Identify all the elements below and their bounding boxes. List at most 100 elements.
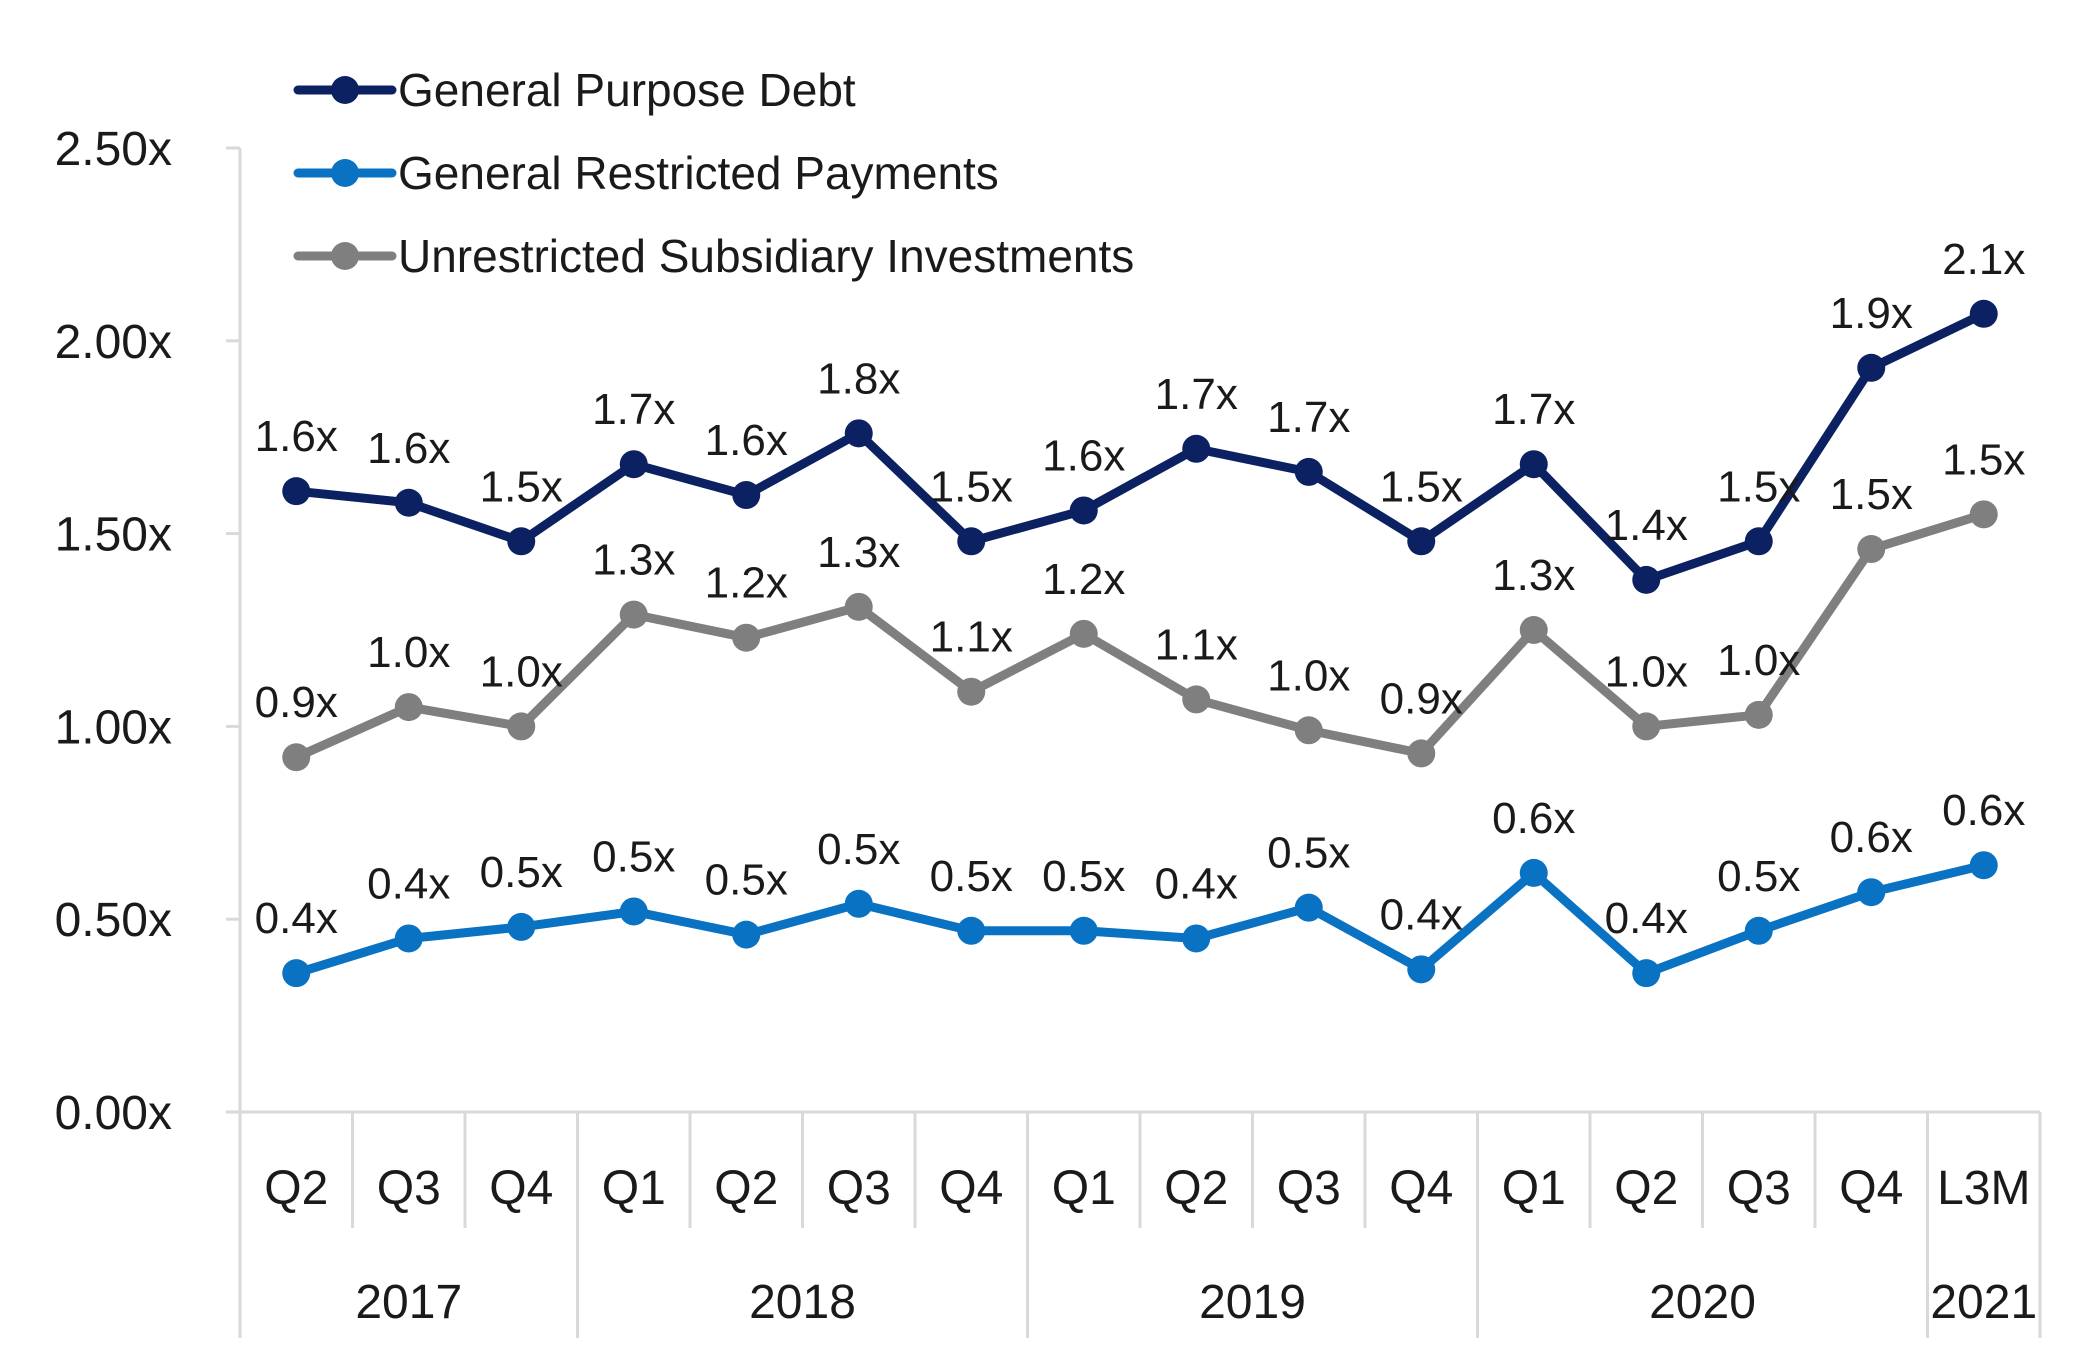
data-point: [1857, 535, 1886, 564]
data-label: 2.1x: [1942, 235, 2025, 284]
data-label: 1.6x: [255, 412, 338, 461]
data-point: [732, 623, 761, 652]
legend-item: General Purpose Debt: [293, 64, 856, 116]
data-label: 1.7x: [592, 385, 675, 434]
data-point: [1632, 565, 1661, 594]
data-point: [1069, 619, 1098, 648]
data-point: [1857, 353, 1886, 382]
x-tick-label: Q2: [1614, 1162, 1678, 1215]
legend-label: Unrestricted Subsidiary Investments: [398, 230, 1134, 282]
data-label: 0.4x: [1605, 894, 1688, 943]
x-tick-label: Q2: [1164, 1162, 1228, 1215]
data-point: [1182, 685, 1211, 714]
data-point: [1069, 496, 1098, 525]
legend-label: General Purpose Debt: [398, 64, 856, 116]
data-point: [1407, 955, 1436, 984]
chart-axes: 0.00x 0.50x 1.00x 1.50x 2.00x 2.50x Q2 Q3 Q4 Q1 Q2…: [55, 123, 2042, 1338]
year-group-label: 2019: [1199, 1276, 1306, 1329]
data-point: [282, 743, 311, 772]
series-line: [291, 309, 1989, 585]
legend-marker: [331, 242, 359, 270]
data-label: 1.5x: [1380, 462, 1463, 511]
chart-series: [282, 299, 1998, 988]
data-point: [1632, 959, 1661, 988]
x-tick-label: Q2: [264, 1162, 328, 1215]
data-label: 1.0x: [1605, 647, 1688, 696]
data-point: [957, 916, 986, 945]
legend-label: General Restricted Payments: [398, 147, 999, 199]
data-point: [394, 488, 423, 517]
data-label: 1.3x: [1492, 551, 1575, 600]
y-tick-label: 2.50x: [55, 123, 172, 176]
data-label: 0.5x: [930, 852, 1013, 901]
data-point: [957, 677, 986, 706]
data-point: [732, 920, 761, 949]
data-point: [1519, 616, 1548, 644]
data-label: 1.5x: [930, 462, 1013, 511]
data-point: [1632, 712, 1661, 741]
data-label: 1.6x: [1042, 431, 1125, 480]
data-point: [507, 912, 536, 941]
y-tick-label: 1.00x: [55, 701, 172, 754]
data-point: [1182, 924, 1211, 953]
data-point: [1969, 851, 1998, 880]
x-tick-label: Q4: [939, 1162, 1003, 1215]
data-label: 1.7x: [1155, 370, 1238, 419]
data-label: 1.1x: [1155, 620, 1238, 669]
data-label: 1.5x: [480, 462, 563, 511]
year-group-label: 2017: [355, 1276, 462, 1329]
data-label: 0.6x: [1942, 786, 2025, 835]
data-point: [1069, 916, 1098, 945]
data-label: 1.0x: [367, 628, 450, 677]
data-point: [1407, 527, 1436, 556]
data-point: [1857, 878, 1886, 907]
legend-item: Unrestricted Subsidiary Investments: [293, 230, 1134, 282]
data-label: 1.0x: [1267, 651, 1350, 700]
data-label: 1.7x: [1492, 385, 1575, 434]
data-label: 0.5x: [705, 856, 788, 905]
x-tick-label: Q3: [377, 1162, 441, 1215]
data-label: 1.3x: [817, 528, 900, 577]
x-tick-label: Q1: [1052, 1162, 1116, 1215]
x-tick-label: Q4: [1389, 1162, 1453, 1215]
series-2: [282, 500, 1998, 772]
year-group-label: 2021: [1930, 1276, 2037, 1329]
x-tick-label: Q2: [714, 1162, 778, 1215]
data-point: [619, 600, 648, 629]
data-label: 0.9x: [1380, 674, 1463, 723]
data-label: 0.9x: [255, 678, 338, 727]
data-point: [507, 527, 536, 556]
data-point: [1744, 700, 1773, 729]
data-point: [1969, 500, 1998, 529]
data-label: 0.4x: [1380, 890, 1463, 939]
data-point: [844, 889, 873, 918]
x-tick-label: Q3: [1277, 1162, 1341, 1215]
data-label: 0.5x: [1267, 829, 1350, 878]
data-point: [957, 527, 986, 556]
data-label: 0.4x: [1155, 859, 1238, 908]
data-label: 0.5x: [817, 825, 900, 874]
data-point: [394, 693, 423, 722]
x-tick-label: Q3: [1727, 1162, 1791, 1215]
data-point: [1969, 299, 1998, 328]
data-point: [619, 450, 648, 479]
data-point: [1519, 450, 1548, 479]
x-tick-label: Q1: [602, 1162, 666, 1215]
data-point: [282, 477, 311, 506]
series-0: [282, 299, 1998, 594]
data-point: [1744, 916, 1773, 945]
data-point: [1294, 893, 1323, 922]
data-label: 1.6x: [705, 416, 788, 465]
data-point: [844, 419, 873, 448]
year-group-label: 2020: [1649, 1276, 1756, 1329]
y-tick-label: 1.50x: [55, 509, 172, 562]
data-label: 1.4x: [1605, 501, 1688, 550]
data-label: 1.8x: [817, 354, 900, 403]
data-label: 1.5x: [1942, 435, 2025, 484]
legend-item: General Restricted Payments: [293, 147, 999, 199]
data-point: [844, 592, 873, 621]
data-label: 1.7x: [1267, 393, 1350, 442]
data-label: 1.5x: [1717, 462, 1800, 511]
chart-legend: General Purpose Debt General Restricted P…: [293, 64, 1134, 282]
